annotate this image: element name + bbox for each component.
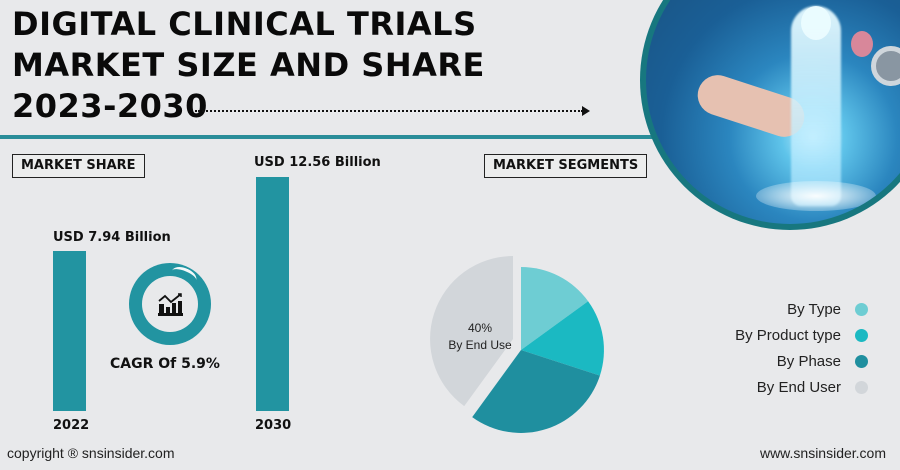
header-divider [0,135,700,139]
copyright-text: copyright ® snsinsider.com [7,445,175,461]
pie-slice-percent: 40% [467,321,493,335]
website-link[interactable]: www.snsinsider.com [759,445,886,461]
cagr-ring-center [142,276,198,332]
arrow-right-icon [582,106,590,116]
dotted-arrow-line [195,110,583,112]
bar-2022 [53,251,86,411]
legend-item-by-end-user: By End User [735,374,868,400]
legend-label: By Type [787,300,841,318]
pie-legend: By Type By Product type By Phase By End … [735,296,868,400]
hero-image-content [646,0,900,224]
title-line-1: DIGITAL CLINICAL TRIALS [12,5,477,43]
pie-slice-name: By End Use [448,338,512,352]
heart-icon [851,31,873,57]
legend-label: By Product type [735,326,841,344]
bar-year-2030: 2030 [255,418,292,433]
bar-value-2022: USD 7.94 Billion [53,230,171,245]
market-share-heading: MARKET SHARE [12,154,145,178]
title-line-3: 2023-2030 [12,87,208,125]
legend-item-by-type: By Type [735,296,868,322]
legend-item-by-product-type: By Product type [735,322,868,348]
bar-year-2022: 2022 [53,418,90,433]
bar-2030 [256,177,289,411]
pie-slice-by-end-use[interactable] [430,256,513,407]
legend-dot-icon [855,302,868,316]
hologram-glow [756,181,876,211]
growth-chart-icon [158,293,183,316]
pie-slice-label: 40% By End Use [425,320,535,354]
cagr-label: CAGR Of 5.9% [110,356,220,372]
page-title: DIGITAL CLINICAL TRIALS MARKET SIZE AND … [12,4,485,127]
legend-dot-icon [855,328,868,342]
cagr-ring [129,263,211,345]
pie-slice-by-phase[interactable] [472,350,600,433]
market-segments-heading: MARKET SEGMENTS [484,154,648,178]
title-line-2: MARKET SIZE AND SHARE [12,46,485,84]
legend-dot-icon [855,380,868,394]
hologram-head-illustration [801,6,831,40]
legend-label: By Phase [776,352,841,370]
pie-slice-by-product-type[interactable] [521,301,604,376]
bar-value-2030: USD 12.56 Billion [254,155,381,170]
pie-slice-by-type[interactable] [521,267,589,350]
legend-item-by-phase: By Phase [735,348,868,374]
stethoscope-icon [871,46,900,86]
hero-image [640,0,900,230]
legend-label: By End User [756,378,841,396]
legend-dot-icon [855,354,868,368]
